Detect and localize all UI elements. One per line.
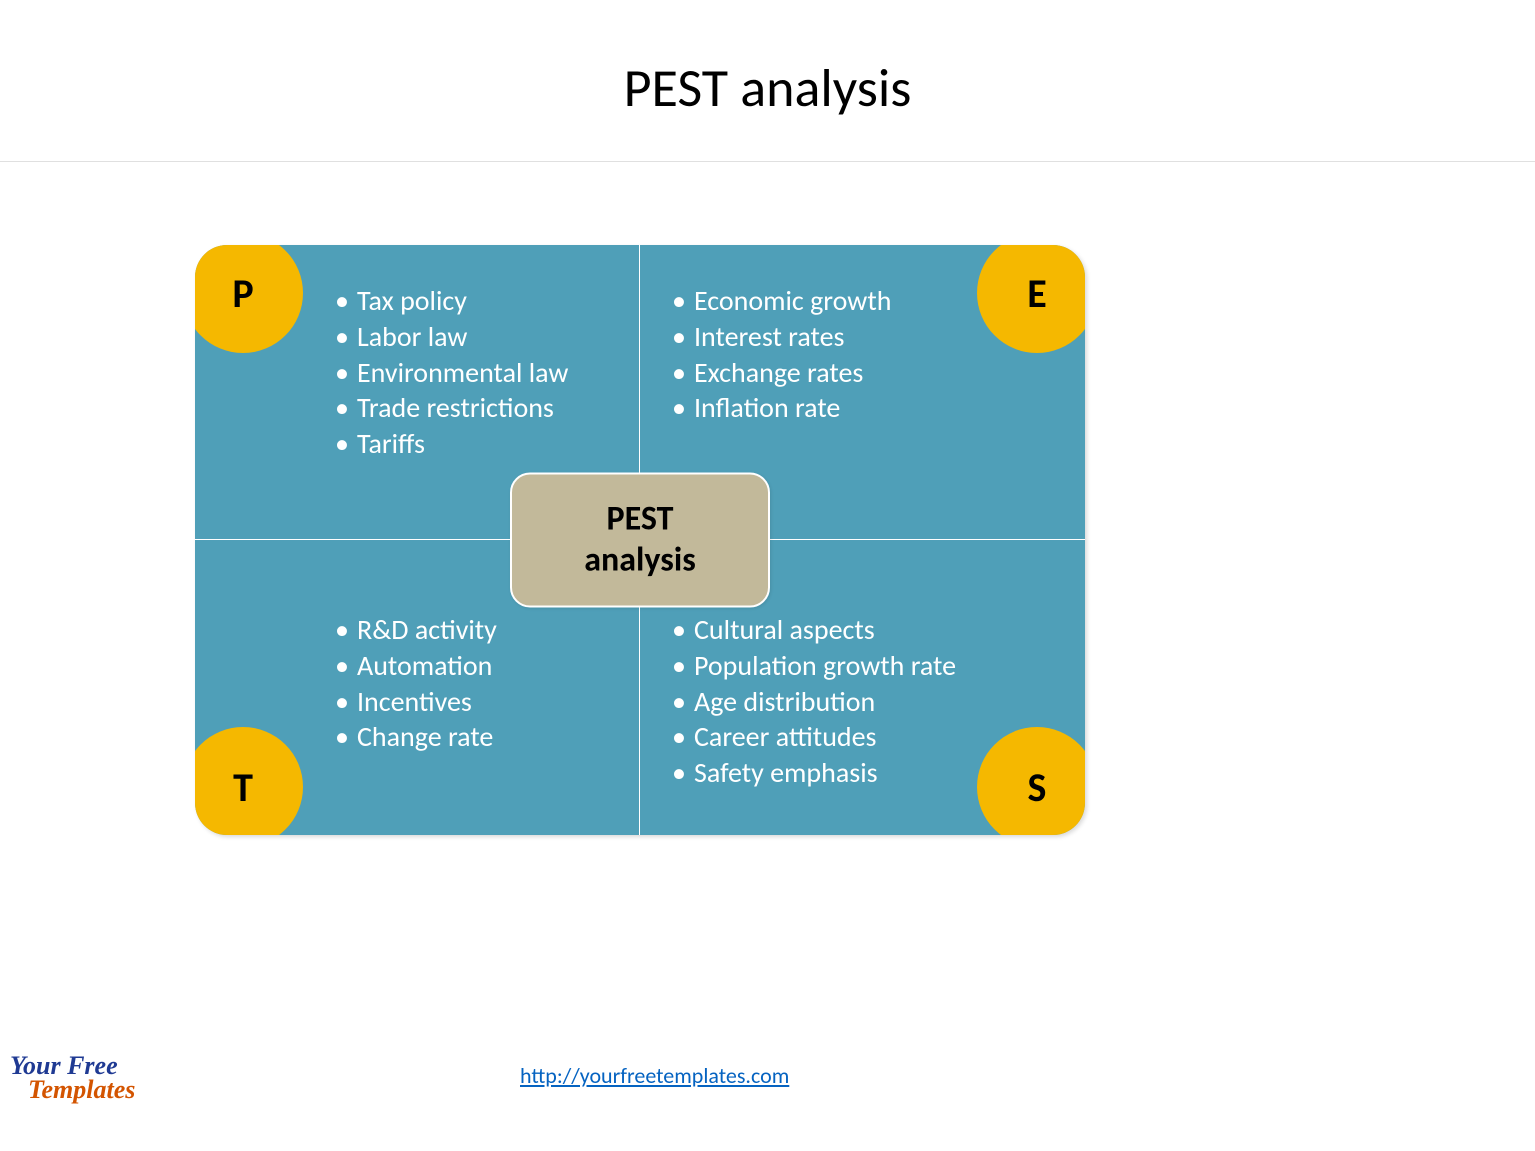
list-item: Interest rates <box>672 319 965 355</box>
logo: Your Free Templates <box>10 1054 135 1103</box>
list-item: Exchange rates <box>672 355 965 391</box>
pest-diagram: Tax policyLabor lawEnvironmental lawTrad… <box>195 245 1085 835</box>
list-item: Trade restrictions <box>335 390 609 426</box>
list-item: Population growth rate <box>672 648 965 684</box>
page-title: PEST analysis <box>0 0 1535 121</box>
center-line2: analysis <box>584 540 696 581</box>
list-item: Tariffs <box>335 426 609 462</box>
list-item: R&D activity <box>335 612 609 648</box>
political-list: Tax policyLabor lawEnvironmental lawTrad… <box>335 283 609 462</box>
list-item: Environmental law <box>335 355 609 391</box>
footer-link[interactable]: http://yourfreetemplates.com <box>520 1062 789 1089</box>
list-item: Economic growth <box>672 283 965 319</box>
list-item: Automation <box>335 648 609 684</box>
list-item: Safety emphasis <box>672 755 965 791</box>
list-item: Incentives <box>335 684 609 720</box>
technological-list: R&D activityAutomationIncentivesChange r… <box>335 612 609 755</box>
list-item: Age distribution <box>672 684 965 720</box>
center-line1: PEST <box>607 499 674 540</box>
list-item: Inflation rate <box>672 390 965 426</box>
center-label: PEST analysis <box>510 473 770 608</box>
list-item: Labor law <box>335 319 609 355</box>
list-item: Career attitudes <box>672 719 965 755</box>
list-item: Change rate <box>335 719 609 755</box>
title-divider <box>0 161 1535 162</box>
logo-line2: Templates <box>28 1078 135 1103</box>
list-item: Cultural aspects <box>672 612 965 648</box>
social-list: Cultural aspectsPopulation growth rateAg… <box>672 612 965 791</box>
economic-list: Economic growthInterest ratesExchange ra… <box>672 283 965 426</box>
list-item: Tax policy <box>335 283 609 319</box>
